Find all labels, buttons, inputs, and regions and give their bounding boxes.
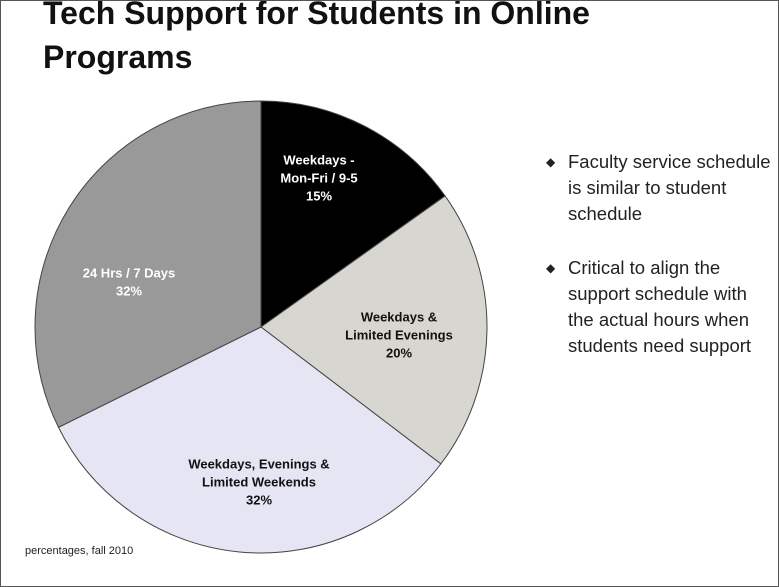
data-label: 15% [306,188,332,203]
data-label: 32% [116,283,142,298]
bullet: Faculty service schedule is similar to s… [546,149,771,227]
bullet-list: Faculty service schedule is similar to s… [546,149,771,387]
data-label: 20% [386,345,412,360]
slice-label: Mon-Fri / 9-5 [280,170,357,185]
slice-label: Weekdays, Evenings & [188,456,329,471]
slice-label: 24 Hrs / 7 Days [83,265,176,280]
pie-slice [260,100,446,328]
bullet: Critical to align the support schedule w… [546,255,771,359]
slice-label: Weekdays - [283,152,354,167]
footnote: percentages, fall 2010 [25,545,134,557]
chart-title: Tech Support for Students in Online Prog… [43,0,590,75]
slice-label: Limited Weekends [202,474,316,489]
data-label: 32% [246,492,272,507]
pie-slice [34,100,262,429]
pie-slice [57,326,442,554]
slice-label: Limited Evenings [345,327,453,342]
slice-label: Weekdays & [361,309,437,324]
pie-slice [260,195,488,465]
